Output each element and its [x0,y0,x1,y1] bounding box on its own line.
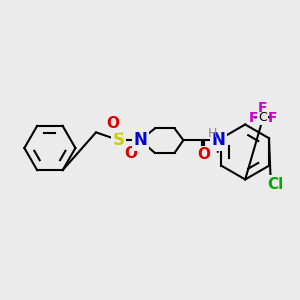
Text: F: F [248,111,258,124]
Text: O: O [106,116,119,131]
Text: F: F [258,101,268,115]
Text: O: O [124,146,137,161]
Text: O: O [197,147,211,162]
Text: H: H [208,127,218,140]
Text: N: N [212,131,226,149]
Text: Cl: Cl [268,177,284,192]
Text: S: S [112,131,124,149]
Text: C: C [259,111,267,124]
Text: N: N [133,131,147,149]
Text: F: F [268,111,278,124]
